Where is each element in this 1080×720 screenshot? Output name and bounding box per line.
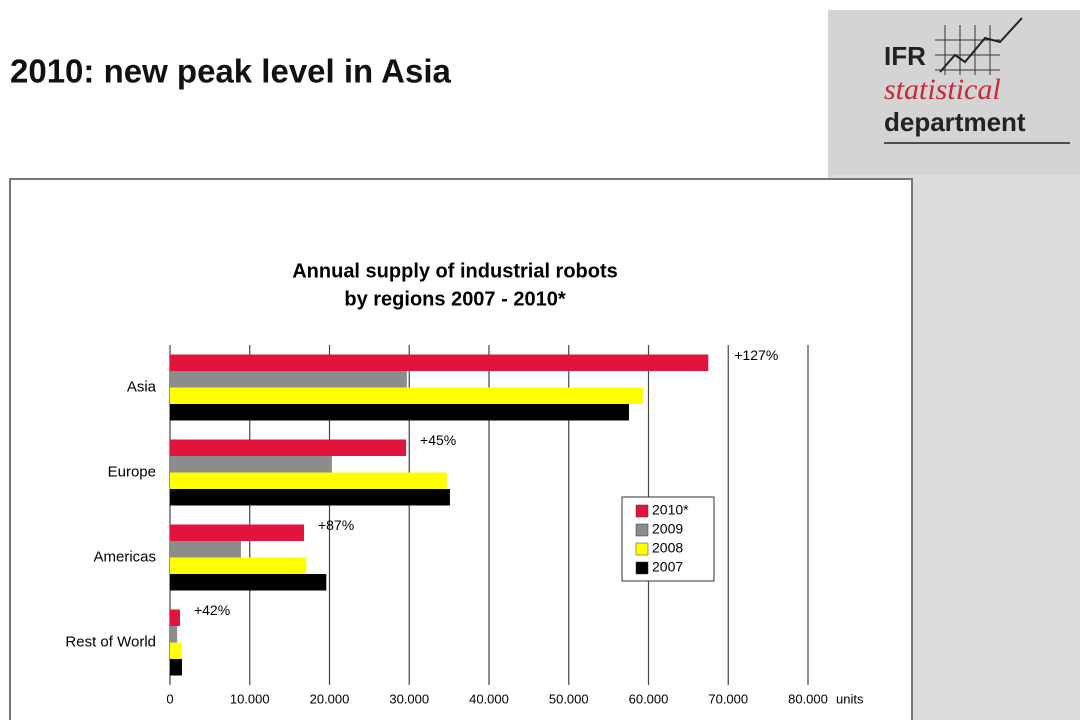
legend-swatch [635, 504, 649, 518]
x-tick-label: 70.000 [708, 691, 748, 706]
y-tick-label: Americas [93, 548, 156, 565]
annotation: +87% [318, 517, 354, 533]
x-tick-label: 60.000 [629, 691, 669, 706]
legend-label: 2009 [652, 521, 683, 537]
bar [170, 524, 304, 541]
y-tick-label: Asia [127, 378, 157, 395]
legend-label: 2007 [652, 559, 683, 575]
bar [170, 574, 327, 591]
bar [170, 354, 709, 371]
bar [170, 541, 241, 558]
logo-top: IFR [884, 41, 926, 71]
x-tick-label: 0 [166, 691, 173, 706]
annotation: +127% [734, 347, 778, 363]
legend-label: 2008 [652, 540, 683, 556]
bar [170, 439, 407, 456]
bar [170, 456, 332, 473]
bar [170, 472, 447, 489]
bar [170, 404, 629, 421]
x-tick-label: 40.000 [469, 691, 509, 706]
x-tick-label: 80.000 [788, 691, 828, 706]
x-tick-label: 30.000 [389, 691, 429, 706]
bar [170, 387, 643, 404]
annotation: +42% [194, 602, 230, 618]
bar [170, 659, 182, 676]
bar [170, 557, 307, 574]
legend-swatch [635, 561, 649, 575]
logo-line [939, 17, 1023, 73]
x-tick-label: 10.000 [230, 691, 270, 706]
logo-area [828, 10, 1080, 175]
bar [170, 626, 178, 643]
annotation: +45% [420, 432, 456, 448]
bar [170, 642, 182, 659]
x-tick-label: 20.000 [310, 691, 350, 706]
y-tick-label: Rest of World [65, 633, 156, 650]
legend-swatch [635, 542, 649, 556]
x-tick-label: 50.000 [549, 691, 589, 706]
y-tick-label: Europe [108, 463, 156, 480]
logo-bottom: department [884, 107, 1026, 137]
logo-middle: statistical [884, 73, 1001, 106]
bar [170, 371, 407, 388]
legend-swatch [635, 523, 649, 537]
chart-title: Annual supply of industrial robots [292, 260, 618, 282]
chart-frame [9, 178, 913, 720]
bar [170, 489, 450, 506]
bar [170, 609, 180, 626]
chart-title: by regions 2007 - 2010* [344, 288, 565, 310]
slide-title: 2010: new peak level in Asia [10, 53, 451, 90]
legend-label: 2010* [652, 502, 689, 518]
x-unit-label: units [836, 691, 864, 706]
